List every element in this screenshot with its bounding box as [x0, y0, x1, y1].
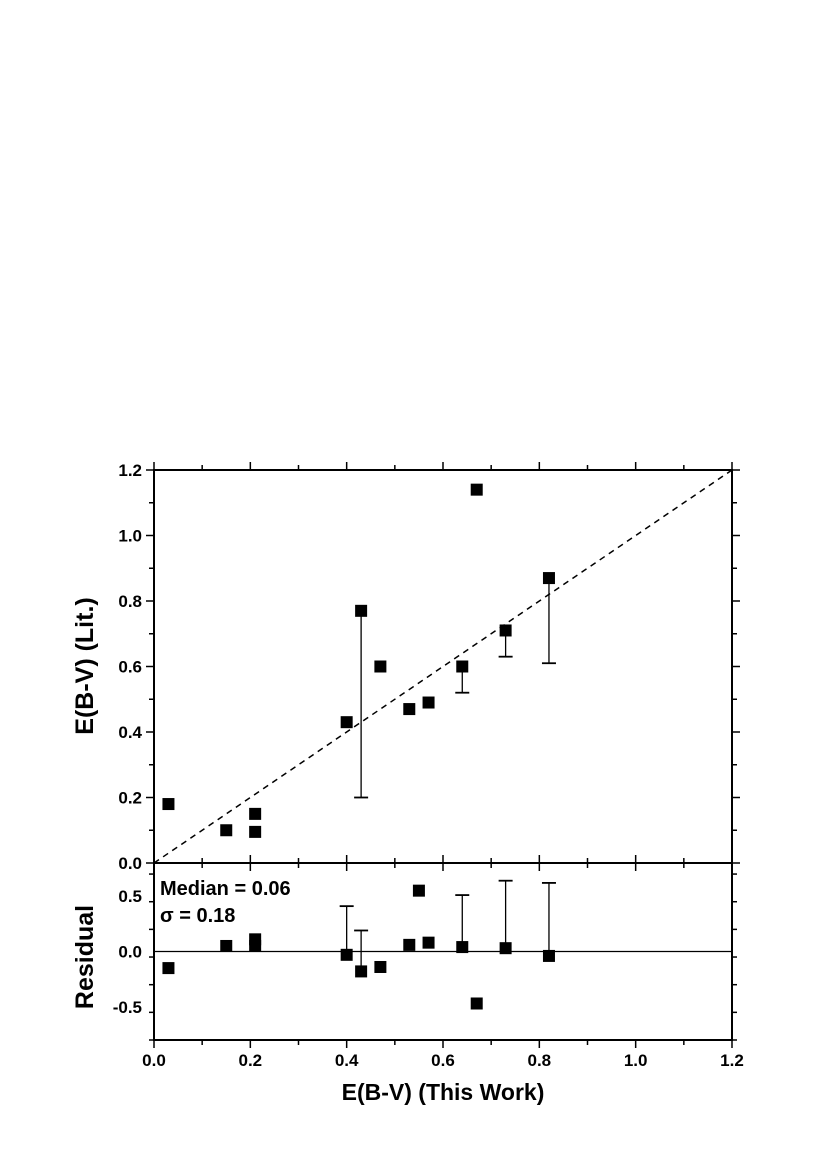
residual-panel: -0.5 0.0 0.5 0.0 0.2 0.4 0.6 0.8 1.0 1.2 [113, 855, 744, 1070]
residual-data-point-5 [355, 965, 368, 978]
x-tick-label: 0.0 [142, 1051, 166, 1070]
x-tick-label: 0.4 [335, 1051, 359, 1070]
main-data-point-4 [340, 716, 353, 729]
main-data-point-9 [456, 660, 469, 673]
one-to-one-line [153, 469, 733, 864]
y-axis-title-main: E(B-V) (Lit.) [71, 597, 99, 734]
y-axis-title-residual: Residual [71, 905, 99, 1009]
main-data-point-8 [422, 696, 435, 709]
x-axis-title: E(B-V) (This Work) [342, 1079, 545, 1105]
main-data-point-10 [470, 483, 483, 496]
x-tick-label: 0.6 [431, 1051, 455, 1070]
main-data-point-5 [355, 604, 368, 617]
residual-data-point-8 [412, 884, 425, 897]
main-scatter-panel: 0.0 0.2 0.4 0.6 0.8 1.0 1.2 [118, 461, 740, 873]
main-data-point-7 [403, 703, 416, 716]
x-tick-label: 1.2 [720, 1051, 744, 1070]
main-y-tick-label: 0.4 [118, 723, 142, 742]
x-tick-label: 0.2 [239, 1051, 263, 1070]
residual-data-point-0 [162, 962, 175, 975]
main-y-tick-label: 1.0 [118, 527, 142, 546]
residual-data-point-4 [340, 948, 353, 961]
annotation-median: Median = 0.06 [160, 878, 291, 900]
residual-data-point-12 [499, 942, 512, 955]
x-tick-label: 1.0 [624, 1051, 648, 1070]
residual-data-point-3 [249, 939, 262, 952]
main-y-tick-label: 0.2 [118, 789, 142, 808]
main-y-tick-label: 0.0 [118, 854, 142, 873]
main-data-point-2 [249, 807, 262, 820]
main-data-point-1 [220, 824, 233, 837]
residual-data-point-13 [542, 949, 555, 962]
main-data-point-3 [249, 825, 262, 838]
main-data-point-12 [542, 572, 555, 585]
main-data-point-6 [374, 660, 387, 673]
main-y-tick-label: 0.8 [118, 592, 142, 611]
residual-data-point-1 [220, 939, 233, 952]
residual-y-tick-label: 0.5 [118, 887, 142, 906]
residual-data-point-7 [403, 938, 416, 951]
residual-data-point-6 [374, 960, 387, 973]
main-y-tick-label: 0.6 [118, 658, 142, 677]
annotation-sigma: σ = 0.18 [160, 905, 235, 927]
main-data-point-11 [499, 624, 512, 637]
residual-y-tick-label: -0.5 [113, 998, 142, 1017]
residual-y-tick-label: 0.0 [118, 943, 142, 962]
residual-data-point-11 [470, 997, 483, 1010]
x-tick-label: 0.8 [528, 1051, 552, 1070]
main-y-tick-label: 1.2 [118, 461, 142, 480]
main-data-point-0 [162, 798, 175, 811]
residual-data-point-9 [422, 936, 435, 949]
residual-data-point-10 [456, 941, 469, 954]
